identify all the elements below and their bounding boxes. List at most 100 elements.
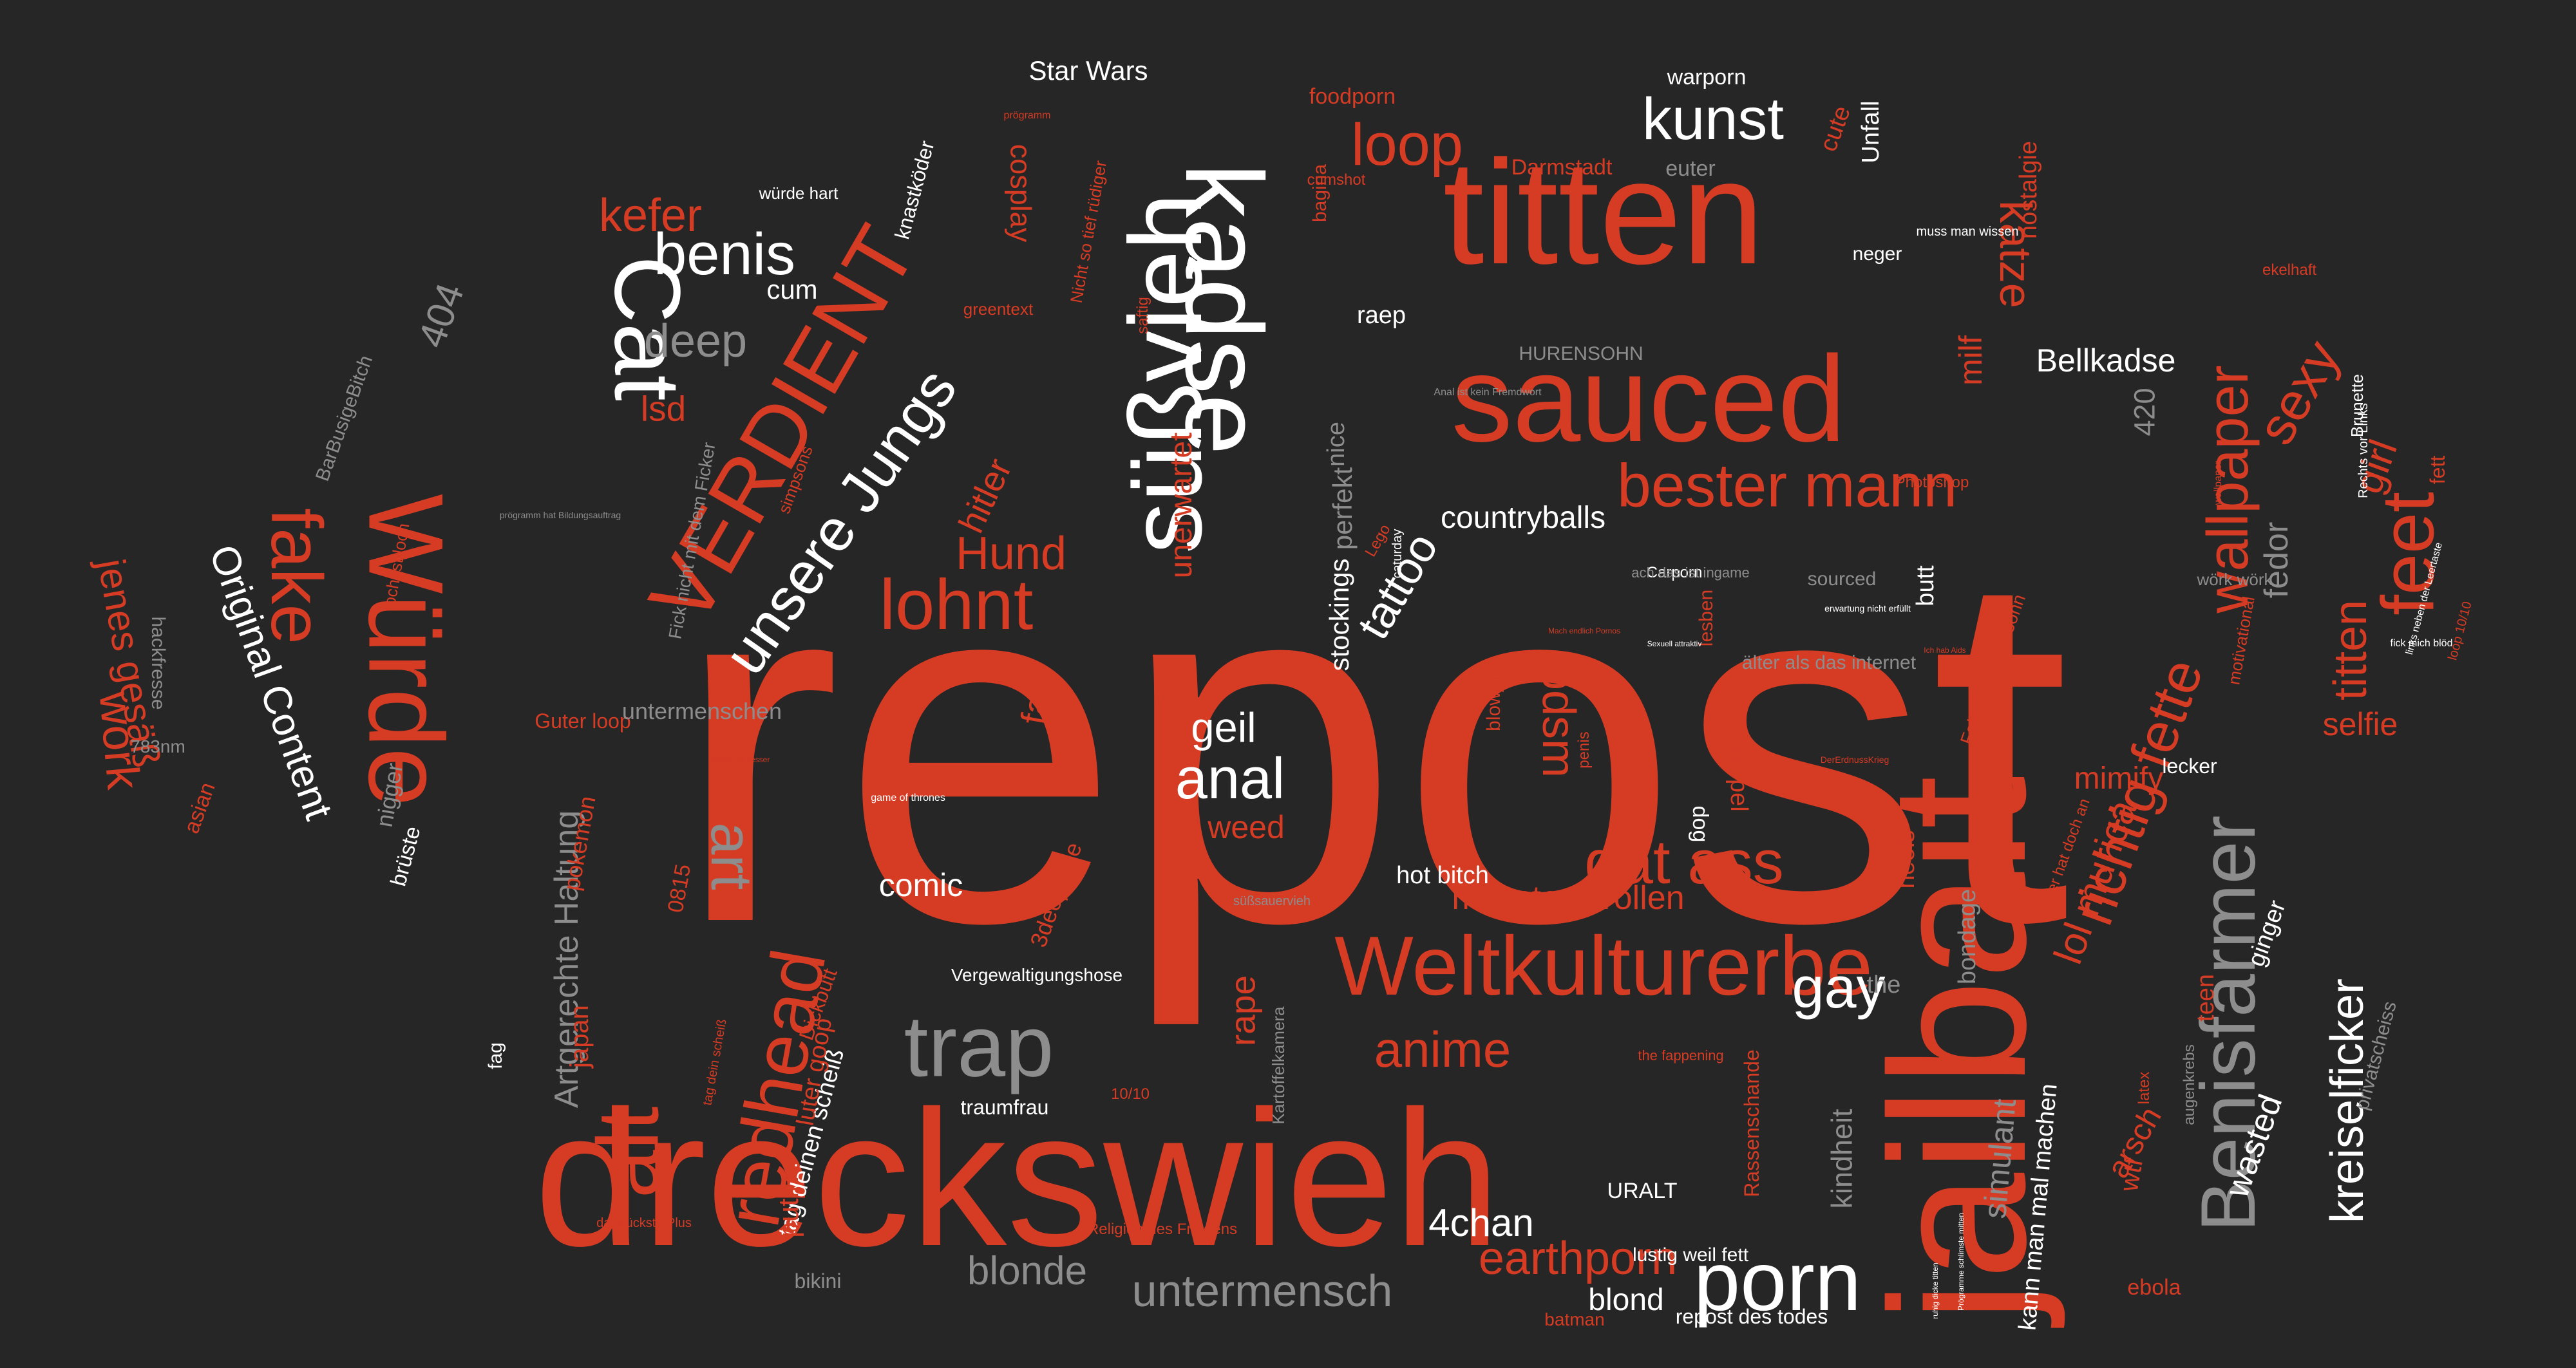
cloud-word-latex: latex [2136,1071,2153,1105]
cloud-word-anal-ist-kein-fremdwort: Anal ist kein Fremdwort [1434,387,1542,398]
cloud-word-nippel: nippel [1725,746,1752,812]
cloud-word-783nm: 783nm [130,736,185,756]
cloud-word-lustig-weil-fett: lustig weil fett [1632,1244,1749,1266]
cloud-word-hurensohn: HURENSOHN [1519,343,1643,364]
cloud-word-kefer: kefer [598,190,703,241]
cloud-word-gay: gay [1792,956,1886,1020]
cloud-word-titten: titten [1443,129,1765,295]
cloud-word-lecker: lecker [2162,754,2217,778]
cloud-word-knastköder: knastköder [890,138,939,242]
cloud-word-sexy: sexy [2246,330,2352,454]
cloud-word-brüste: brüste [386,823,426,889]
cloud-word-neger: neger [1852,243,1902,265]
cloud-word-warporn: warporn [1667,65,1747,89]
cloud-word-prögramm: prögramm [1003,110,1051,121]
cloud-word-foodporn: foodporn [1309,84,1396,109]
cloud-word-prögramme-schlimste-mitten: Prögramme schlimste mitten [1956,1212,1965,1311]
cloud-word-sourced: sourced [1807,568,1877,590]
cloud-word-dererdnusskrieg: DerErdnussKrieg [1820,754,1889,765]
cloud-word-weed: weed [1208,809,1285,845]
cloud-word-ach-das-ist-ingame: ach das ist ingame [1631,565,1750,581]
cloud-word-bellkadse: Bellkadse [2036,342,2176,379]
cloud-word-alt: alt [579,1106,677,1199]
cloud-word-wörk-wörk: wörk wörk [2197,570,2273,589]
cloud-word-uralt: URALT [1607,1179,1678,1203]
cloud-word-saftig: saftig [1134,297,1151,334]
cloud-word-deep: deep [643,315,748,367]
cloud-word-religion-des-friedens: Religion des Friedens [1087,1221,1238,1238]
cloud-word-ich-hab-aids: Ich hab Aids [1924,646,1966,655]
cloud-word-cosplay: cosplay [1004,144,1037,243]
cloud-word-dat-ass: dat ass [1584,828,1784,897]
cloud-word-kunst: kunst [1642,86,1784,152]
cloud-word-repost-des-todes: repost des todes [1675,1305,1828,1328]
cloud-word-cum: cum [766,274,818,305]
cloud-word-geil: geil [1191,704,1256,751]
cloud-word-nostalgie: nostalgie [2015,140,2042,239]
cloud-word-420: 420 [2128,388,2161,436]
cloud-word-pokemon: pokemon [558,794,601,893]
cloud-word-fail: fail [1012,675,1061,727]
cloud-word-sexuell-attraktiv: Sexuell attraktiv [1647,639,1702,648]
cloud-word-perfekt: perfekt [1327,467,1358,550]
cloud-word-rassenschande: Rassenschande [1740,1049,1763,1197]
cloud-word-musste-scrollen: musste scrollen [1452,879,1685,917]
cloud-word-cumshot: cumshot [1307,171,1366,189]
cloud-word-comic: comic [878,867,963,903]
cloud-word-game-of-thrones: game of thrones [871,792,945,803]
cloud-word-butt: butt [1912,565,1939,606]
cloud-word-fick-mich-blöd: fick mich blöd [2390,638,2453,649]
cloud-word-stockings: stockings [1324,558,1354,671]
cloud-word-the: the [1866,971,1901,998]
cloud-word-carporn: Carporn [1646,564,1703,581]
cloud-word-traumfrau: traumfrau [960,1096,1049,1119]
cloud-word-10-10: 10/10 [1110,1085,1150,1103]
cloud-word-hackfresse: hackfresse [147,616,169,710]
cloud-word-bondage: bondage [1954,889,1981,984]
cloud-word-raep: raep [1356,302,1406,329]
cloud-word-ekelhaft: ekelhaft [2262,261,2317,279]
cloud-word-bikini: bikini [794,1270,842,1293]
cloud-word-da-drückste-plus: da drückste Plus [596,1216,692,1230]
cloud-word-barbusigebitch: BarBusigeBitch [311,352,377,484]
cloud-word-süßsauervieh: süßsauervieh [1233,894,1311,908]
cloud-word-blond: blond [1588,1283,1664,1317]
cloud-word-cute: cute [1814,102,1857,155]
cloud-word-bester-mann: bester mann [1616,451,1958,520]
cloud-word-lsd: lsd [640,388,687,429]
cloud-word-caturday: caturday [1390,529,1405,579]
cloud-word-kindheit: kindheit [1825,1109,1859,1209]
cloud-word-trap: trap [904,997,1054,1095]
cloud-word-wtf: wtf [2114,1156,2149,1194]
cloud-word-earthporn: earthporn [1478,1233,1678,1284]
cloud-word-porn: porn [1693,1234,1862,1328]
cloud-word-besser-ist-besser: besser ist besser [711,755,770,764]
cloud-word-dog: dog [1688,805,1712,843]
cloud-word-darmstadt: Darmstadt [1511,155,1613,180]
cloud-word-asian: asian [179,779,220,837]
cloud-word-untermensch: untermensch [1132,1266,1393,1316]
cloud-word-the-fappening: the fappening [1638,1047,1724,1063]
cloud-word-mimify: mimify [2074,762,2164,796]
cloud-word-dreckswieh: dreckswieh [534,1070,1501,1286]
cloud-word-fag: fag [485,1042,506,1069]
cloud-word-älter-als-das-internet: älter als das internet [1741,652,1917,673]
cloud-word-404: 404 [409,277,473,353]
cloud-word-wallpaper: wallpaper [2213,460,2224,505]
cloud-word-rape: rape [1222,975,1263,1047]
cloud-word-unfall: Unfall [1857,100,1884,164]
cloud-word-selfie: selfie [2322,706,2398,742]
cloud-word-ebola: ebola [2127,1275,2181,1300]
cloud-word-hot-bitch: hot bitch [1396,862,1489,889]
cloud-word-teen: teen [2192,974,2219,1022]
cloud-word-fett: fett [2426,455,2449,485]
cloud-word-milf: milf [1953,335,1989,386]
cloud-word-loop: loop [1351,112,1463,178]
cloud-word-untermenschen: untermenschen [621,698,782,724]
cloud-word-muss-man-wissen: muss man wissen [1916,225,2019,239]
cloud-word-heels: heels [1893,830,1920,889]
cloud-word-würde-hart: würde hart [759,183,838,203]
cloud-word-hund: Hund [955,528,1067,579]
cloud-word-putin: putin [773,1176,804,1238]
